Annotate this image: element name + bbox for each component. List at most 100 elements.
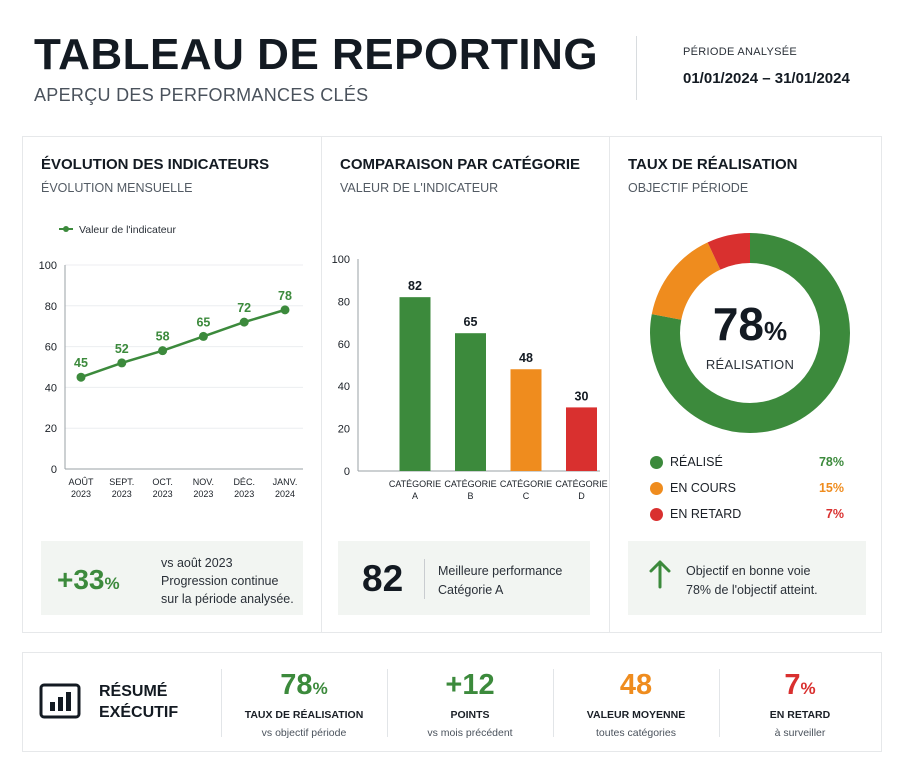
x-tick-label: A: [412, 491, 418, 501]
donut-svg: [650, 233, 850, 433]
legend-item-en-cours: EN COURS 15%: [650, 479, 844, 499]
x-tick-label: CATÉGORIE: [500, 479, 552, 489]
bar-chart-icon: [39, 683, 81, 719]
period-value: 01/01/2024 – 31/01/2024: [683, 70, 850, 87]
kpi-taux-realisation: 78% TAUX DE RÉALISATION vs objectif péri…: [221, 653, 387, 753]
x-tick-label: JANV.: [273, 477, 298, 487]
data-label: 30: [575, 389, 589, 403]
donut-chart-title: TAUX DE RÉALISATION: [628, 156, 798, 173]
y-tick-label: 80: [338, 296, 350, 308]
legend-label: EN COURS: [670, 481, 736, 495]
donut-center-value: 78%: [712, 298, 788, 350]
bar-chart-panel: COMPARAISON PAR CATÉGORIE VALEUR DE L'IN…: [321, 137, 609, 632]
x-tick-label: CATÉGORIE: [555, 479, 607, 489]
y-tick-label: 100: [39, 260, 57, 272]
legend-label: EN RETARD: [670, 507, 742, 521]
kpi-value: 78%: [280, 669, 328, 701]
charts-panel: ÉVOLUTION DES INDICATEURS ÉVOLUTION MENS…: [22, 136, 882, 633]
x-tick-label: 2023: [193, 489, 213, 499]
header-divider: [636, 36, 637, 100]
executive-summary: RÉSUMÉ EXÉCUTIF 78% TAUX DE RÉALISATION …: [22, 652, 882, 752]
objective-status: Objectif en bonne voie: [686, 564, 811, 578]
x-tick-label: 2023: [153, 489, 173, 499]
kpi-label: EN RETARD: [769, 709, 831, 721]
executive-title: RÉSUMÉ EXÉCUTIF: [99, 683, 179, 721]
donut-chart-subtitle: OBJECTIF PÉRIODE: [628, 181, 749, 195]
bar: [399, 297, 431, 471]
y-tick-label: 20: [45, 423, 57, 435]
kpi-sub: vs mois précédent: [427, 727, 513, 739]
x-tick-label: NOV.: [193, 477, 214, 487]
line-chart: Valeur de l'indicateur 0 20 40 60 80 100 45 AOÛT…: [39, 224, 303, 499]
y-tick-label: 20: [338, 424, 350, 436]
donut-summary-box: Objectif en bonne voie 78% de l'objectif…: [628, 541, 866, 615]
legend-pct: 7%: [825, 507, 844, 521]
kpi-label: TAUX DE RÉALISATION: [244, 709, 364, 721]
data-label: 52: [115, 342, 129, 356]
data-point: [76, 372, 86, 382]
x-tick-label: B: [467, 491, 473, 501]
kpi-valeur-moyenne: 48 VALEUR MOYENNE toutes catégories: [553, 653, 719, 753]
y-tick-label: 60: [45, 342, 57, 354]
progression-value: +33%: [57, 564, 120, 595]
x-tick-label: SEPT.: [109, 477, 134, 487]
y-tick-label: 80: [45, 301, 57, 313]
x-tick-label: 2023: [234, 489, 254, 499]
bar-chart: 0 20 40 60 80 100 82 CATÉGORIE A 65 CATÉGORIE B 48 CA…: [332, 254, 608, 501]
y-tick-label: 60: [338, 339, 350, 351]
kpi-sub: toutes catégories: [596, 727, 676, 739]
x-tick-label: 2023: [112, 489, 132, 499]
legend-pct: 15%: [818, 481, 844, 495]
bar: [455, 333, 486, 471]
data-label: 65: [196, 315, 210, 329]
series-line: [80, 308, 286, 379]
line-chart-panel: ÉVOLUTION DES INDICATEURS ÉVOLUTION MENS…: [23, 137, 321, 632]
donut-center-label: RÉALISATION: [705, 357, 795, 372]
x-tick-label: D: [578, 491, 585, 501]
data-point: [117, 358, 127, 368]
x-tick-label: 2023: [71, 489, 91, 499]
legend-marker: [63, 226, 69, 232]
best-label: Meilleure performance: [438, 564, 563, 578]
best-category: Catégorie A: [438, 583, 504, 597]
kpi-divider: [221, 669, 222, 737]
bar: [510, 369, 542, 471]
data-label: 72: [237, 301, 251, 315]
data-label: 65: [464, 315, 478, 329]
legend-pct: 78%: [818, 455, 844, 469]
legend-label: RÉALISÉ: [670, 455, 723, 469]
legend-item-realise: RÉALISÉ 78%: [650, 453, 844, 473]
legend-item-en-retard: EN RETARD 7%: [650, 505, 844, 525]
data-label: 48: [519, 351, 533, 365]
data-point: [198, 331, 208, 341]
kpi-divider: [387, 669, 388, 737]
line-chart-title: ÉVOLUTION DES INDICATEURS: [41, 156, 270, 173]
donut-slice: [650, 233, 850, 433]
kpi-points: +12 POINTS vs mois précédent: [387, 653, 553, 753]
kpi-value: 7%: [784, 669, 816, 701]
data-point: [280, 305, 290, 315]
legend-dot: [650, 456, 663, 469]
legend-label: Valeur de l'indicateur: [79, 224, 176, 236]
legend-dot: [650, 482, 663, 495]
kpi-value: +12: [445, 669, 495, 701]
data-label: 45: [74, 356, 88, 370]
bar: [566, 407, 597, 471]
kpi-label: VALEUR MOYENNE: [586, 709, 686, 721]
page-title: TABLEAU DE REPORTING: [34, 30, 599, 79]
data-label: 58: [156, 330, 170, 344]
kpi-sub: à surveiller: [774, 727, 826, 739]
data-point: [158, 346, 168, 356]
kpi-en-retard: 7% EN RETARD à surveiller: [719, 653, 881, 753]
bar-chart-subtitle: VALEUR DE L'INDICATEUR: [340, 181, 499, 195]
period-label: PÉRIODE ANALYSÉE: [683, 46, 798, 58]
arrow-up-icon: [649, 560, 671, 589]
progression-text-2: sur la période analysée.: [161, 592, 294, 606]
x-tick-label: CATÉGORIE: [389, 479, 441, 489]
x-tick-label: AOÛT: [68, 477, 94, 487]
x-tick-label: CATÉGORIE: [444, 479, 496, 489]
data-label: 78: [278, 289, 292, 303]
x-tick-label: 2024: [275, 489, 295, 499]
progression-text-1: Progression continue: [161, 574, 279, 588]
x-tick-label: OCT.: [152, 477, 173, 487]
